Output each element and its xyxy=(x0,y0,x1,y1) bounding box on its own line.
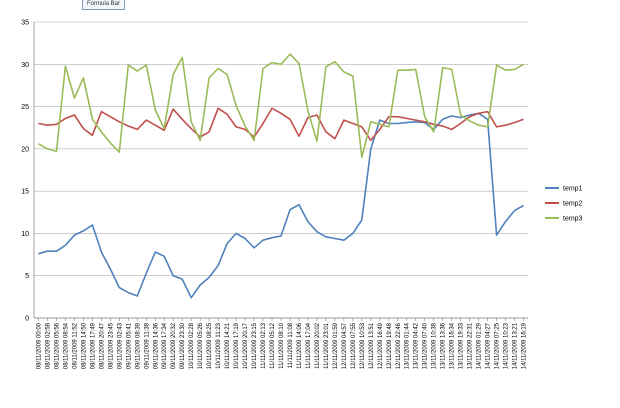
x-tick-label: 09/11/2009 08:39 xyxy=(135,322,141,369)
x-tick-label: 13/11/2009 13:36 xyxy=(441,322,447,369)
legend-label: temp3 xyxy=(563,216,583,223)
x-tick-label: 10/11/2009 05:26 xyxy=(198,322,204,369)
x-tick-label: 13/11/2009 01:44 xyxy=(405,322,411,369)
legend-label: temp2 xyxy=(563,201,583,208)
x-tick-label: 11/11/2009 20:02 xyxy=(315,322,321,368)
x-tick-label: 14/11/2009 07:25 xyxy=(495,322,501,369)
x-tick-label: 13/11/2009 16:34 xyxy=(450,322,456,369)
x-tick-label: 11/11/2009 05:12 xyxy=(270,322,276,368)
y-tick-label: 15 xyxy=(21,189,29,196)
x-tick-label: 13/11/2009 10:38 xyxy=(432,322,438,369)
y-tick-label: 0 xyxy=(25,316,29,323)
x-tick-label: 12/11/2009 10:53 xyxy=(360,322,366,369)
x-tick-label: 13/11/2009 22:31 xyxy=(468,322,474,369)
x-tick-label: 13/11/2009 07:40 xyxy=(423,322,429,369)
x-tick-label: 14/11/2009 16:19 xyxy=(522,322,528,369)
formula-bar-tooltip: Formula Bar xyxy=(82,0,126,10)
x-tick-label: 11/11/2009 17:04 xyxy=(306,322,312,368)
x-tick-label: 10/11/2009 14:21 xyxy=(225,322,231,369)
x-tick-label: 09/11/2009 17:34 xyxy=(162,322,168,369)
x-tick-label: 13/11/2009 04:42 xyxy=(414,322,420,369)
x-tick-label: 12/11/2009 07:55 xyxy=(351,322,357,369)
x-tick-label: 08/11/2009 00:00 xyxy=(36,322,42,369)
legend[interactable]: temp1 temp2 temp3 xyxy=(545,186,583,223)
x-tick-label: 09/11/2009 02:43 xyxy=(117,322,123,369)
x-tick-label: 08/11/2009 08:54 xyxy=(63,322,69,369)
x-tick-label: 12/11/2009 01:59 xyxy=(333,322,339,369)
x-tick-label: 12/11/2009 04:57 xyxy=(342,322,348,369)
legend-item-temp1: temp1 xyxy=(545,186,583,193)
x-tick-label: 08/11/2009 17:49 xyxy=(90,322,96,369)
y-tick-label: 35 xyxy=(21,20,29,27)
series-line-temp1 xyxy=(38,112,524,299)
x-tick-label: 11/11/2009 02:13 xyxy=(261,322,267,368)
x-tick-label: 09/11/2009 14:36 xyxy=(153,322,159,369)
x-tick-label: 10/11/2009 02:28 xyxy=(189,322,195,369)
gridlines xyxy=(34,21,528,319)
legend-item-temp2: temp2 xyxy=(545,201,583,208)
x-tick-label: 12/11/2009 16:49 xyxy=(378,322,384,369)
x-tick-label: 08/11/2009 23:45 xyxy=(108,322,114,369)
x-tick-label: 10/11/2009 17:19 xyxy=(234,322,240,369)
series-line-temp3 xyxy=(38,53,524,159)
legend-label: temp1 xyxy=(563,186,583,193)
y-tick-label: 25 xyxy=(21,104,29,111)
y-tick-label: 20 xyxy=(21,146,29,153)
series-line-temp2 xyxy=(38,107,524,142)
x-tick-label: 08/11/2009 05:56 xyxy=(54,322,60,369)
x-tick-label: 09/11/2009 20:32 xyxy=(171,322,177,369)
x-tick-label: 14/11/2009 13:21 xyxy=(513,322,519,369)
y-axis: 0 5 10 15 20 25 30 35 xyxy=(21,20,35,323)
x-tick-label: 09/11/2009 23:30 xyxy=(180,322,186,369)
x-tick-label: 10/11/2009 08:25 xyxy=(207,322,213,369)
x-tick-label: 08/11/2009 20:47 xyxy=(99,322,105,369)
x-tick-label: 08/11/2009 14:50 xyxy=(81,322,87,369)
legend-item-temp3: temp3 xyxy=(545,216,583,223)
x-tick-label: 11/11/2009 23:01 xyxy=(324,322,330,368)
x-tick-label: 11/11/2009 14:06 xyxy=(297,322,303,368)
x-tick-label: 12/11/2009 22:46 xyxy=(396,322,402,369)
x-tick-label: 09/11/2009 11:38 xyxy=(144,322,150,368)
x-tick-label: 14/11/2009 04:27 xyxy=(486,322,492,369)
y-tick-label: 10 xyxy=(21,231,29,238)
x-tick-label: 14/11/2009 10:23 xyxy=(504,322,510,369)
x-tick-label: 11/11/2009 08:10 xyxy=(279,322,285,368)
x-tick-label: 12/11/2009 13:51 xyxy=(369,322,375,369)
plot-area xyxy=(38,53,524,299)
x-tick-label: 10/11/2009 20:17 xyxy=(243,322,249,369)
x-axis: 08/11/2009 00:00 08/11/2009 02:58 08/11/20… xyxy=(34,317,528,369)
x-tick-label: 11/11/2009 11:08 xyxy=(288,322,294,368)
x-tick-label: 08/11/2009 02:58 xyxy=(45,322,51,369)
y-tick-label: 5 xyxy=(25,273,29,280)
x-tick-label: 09/11/2009 05:41 xyxy=(126,322,132,369)
x-tick-label: 10/11/2009 11:23 xyxy=(216,322,222,368)
x-tick-label: 13/11/2009 19:33 xyxy=(459,322,465,369)
x-tick-label: 14/11/2009 01:29 xyxy=(477,322,483,369)
x-tick-label: 12/11/2009 19:48 xyxy=(387,322,393,369)
x-tick-label: 08/11/2009 11:52 xyxy=(72,322,78,368)
x-tick-label: 10/11/2009 23:15 xyxy=(252,322,258,369)
y-tick-label: 30 xyxy=(21,62,29,69)
